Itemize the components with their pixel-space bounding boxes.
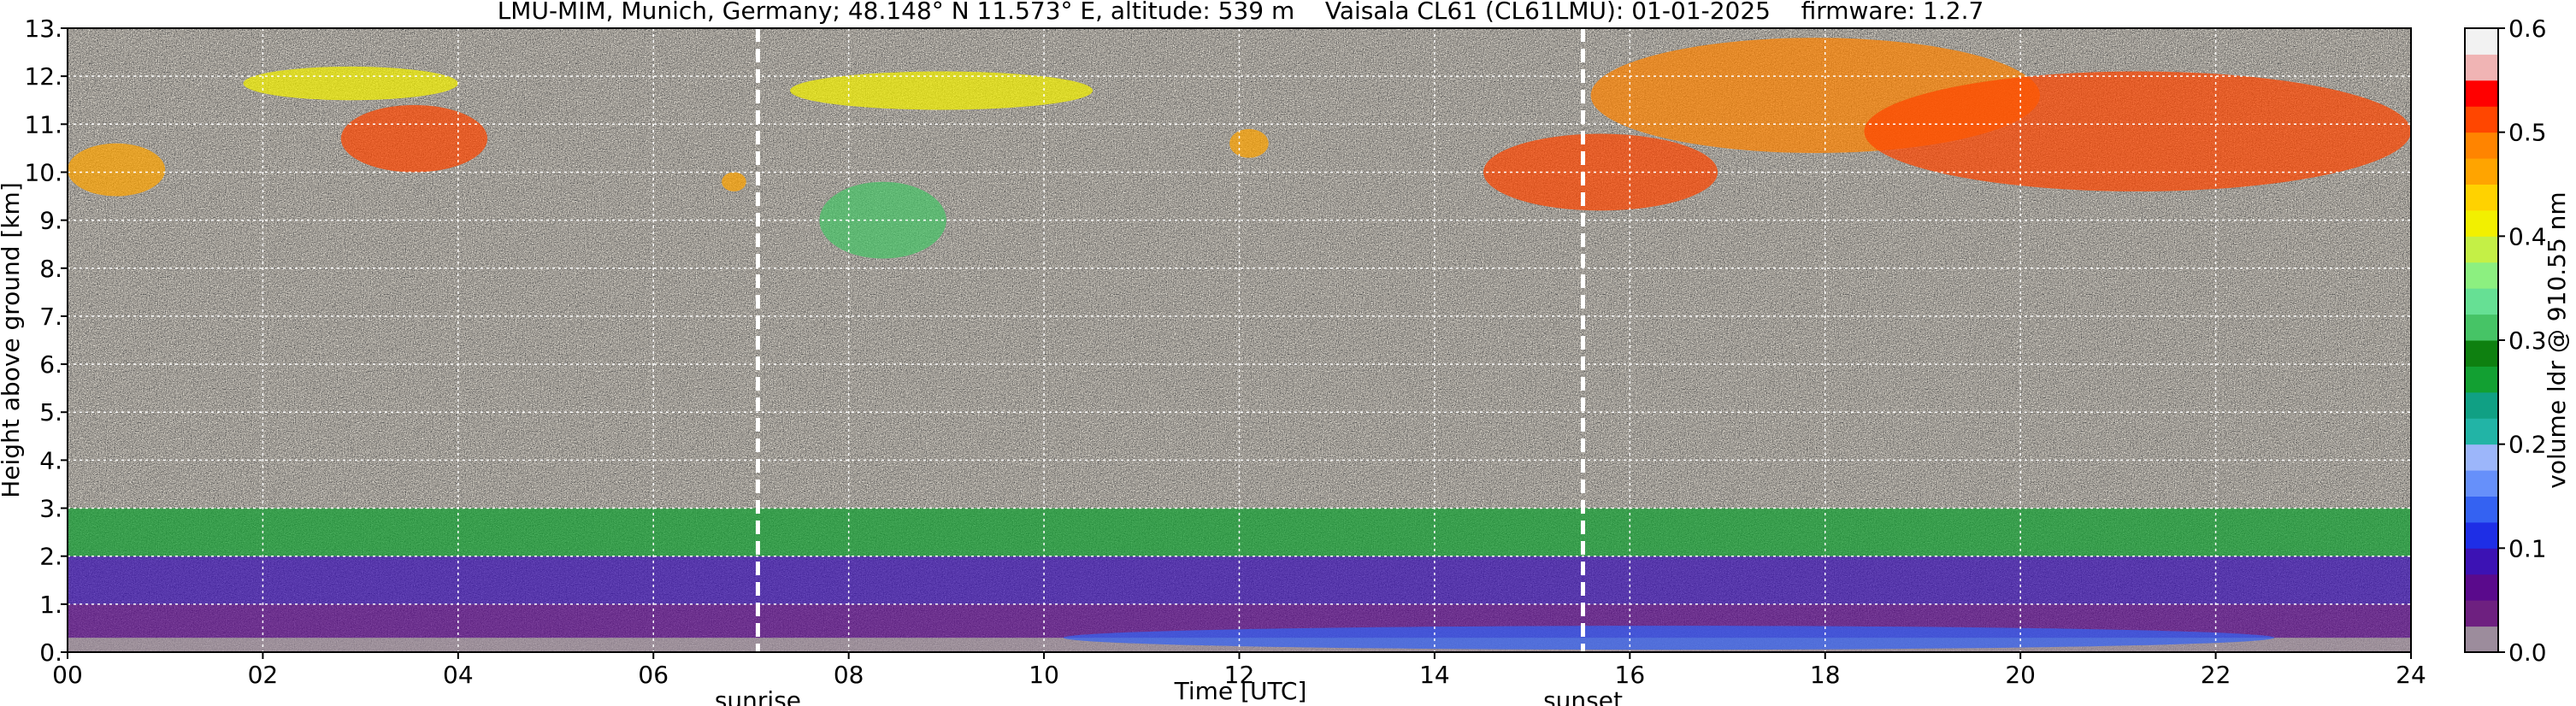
y-tick-label: 6. <box>39 350 62 379</box>
colorbar-swatch <box>2465 548 2498 575</box>
heat-region <box>790 71 1093 110</box>
colorbar-tick-label: 0.3 <box>2508 327 2547 355</box>
x-tick-label: 12 <box>1224 661 1255 689</box>
colorbar-swatch <box>2465 470 2498 497</box>
colorbar-swatch <box>2465 54 2498 81</box>
colorbar-swatch <box>2465 132 2498 159</box>
colorbar-swatch <box>2465 521 2498 549</box>
heat-region <box>1063 626 2275 650</box>
colorbar-swatch <box>2465 106 2498 133</box>
y-tick-label: 10. <box>24 158 62 186</box>
colorbar-tick-label: 0.1 <box>2508 534 2547 562</box>
colorbar-swatch <box>2465 600 2498 627</box>
colorbar-swatch <box>2465 314 2498 341</box>
heat-region <box>340 104 488 173</box>
colorbar-swatch <box>2465 79 2498 107</box>
heat-region <box>1864 71 2411 191</box>
y-tick-label: 7. <box>39 303 62 331</box>
colorbar-tick-label: 0.0 <box>2508 638 2547 667</box>
colorbar-swatch <box>2465 158 2498 185</box>
x-tick-label: 22 <box>2201 661 2231 689</box>
colorbar-swatch <box>2465 184 2498 211</box>
x-axis-label: Time [UTC] <box>1174 677 1307 705</box>
heat-region <box>68 143 166 197</box>
annotation-label: sunset <box>1543 686 1623 706</box>
chart-title: LMU-MIM, Munich, Germany; 48.148° N 11.5… <box>498 0 1984 25</box>
colorbar-swatch <box>2465 340 2498 367</box>
colorbar-swatch <box>2465 209 2498 237</box>
colorbar-swatch <box>2465 262 2498 289</box>
colorbar-swatch <box>2465 418 2498 445</box>
x-tick-label: 10 <box>1029 661 1059 689</box>
y-tick-label: 8. <box>39 255 62 283</box>
x-tick-label: 02 <box>248 661 279 689</box>
heat-region <box>722 172 746 191</box>
x-tick-label: 00 <box>52 661 83 689</box>
y-axis-label: Height above ground [km] <box>0 182 25 498</box>
y-tick-label: 11. <box>24 110 62 138</box>
annotation-label: sunrise <box>715 686 801 706</box>
x-tick-label: 06 <box>638 661 669 689</box>
colorbar-tick-label: 0.2 <box>2508 431 2547 459</box>
y-tick-label: 12. <box>24 62 62 91</box>
colorbar-swatch <box>2465 391 2498 419</box>
x-tick-label: 04 <box>443 661 474 689</box>
heat-region <box>243 66 458 101</box>
colorbar-tick-label: 0.5 <box>2508 119 2547 147</box>
x-tick-label: 16 <box>1615 661 1646 689</box>
heat-region <box>1229 128 1269 158</box>
colorbar-swatch <box>2465 288 2498 315</box>
colorbar-swatch <box>2465 496 2498 523</box>
y-tick-label: 5. <box>39 398 62 427</box>
x-tick-label: 08 <box>834 661 864 689</box>
colorbar-tick-label: 0.4 <box>2508 222 2547 250</box>
colorbar-tick-label: 0.6 <box>2508 15 2547 43</box>
y-tick-label: 13. <box>24 15 62 43</box>
x-tick-label: 24 <box>2396 661 2426 689</box>
colorbar-swatch <box>2465 574 2498 601</box>
colorbar-label: volume ldr @ 910.55 nm <box>2543 191 2571 488</box>
y-tick-label: 2. <box>39 543 62 571</box>
colorbar-swatch <box>2465 444 2498 471</box>
y-tick-label: 4. <box>39 446 62 474</box>
y-tick-label: 1. <box>39 591 62 619</box>
plot-frame <box>67 27 2412 653</box>
colorbar-swatch <box>2465 28 2498 55</box>
colorbar-swatch <box>2465 236 2498 263</box>
colorbar-swatch <box>2465 366 2498 393</box>
x-tick-label: 18 <box>1810 661 1841 689</box>
colorbar-swatch <box>2465 626 2498 653</box>
x-tick-label: 20 <box>2005 661 2036 689</box>
x-tick-label: 14 <box>1419 661 1450 689</box>
y-tick-label: 0. <box>39 638 62 667</box>
y-tick-label: 3. <box>39 495 62 523</box>
y-tick-label: 9. <box>39 207 62 235</box>
